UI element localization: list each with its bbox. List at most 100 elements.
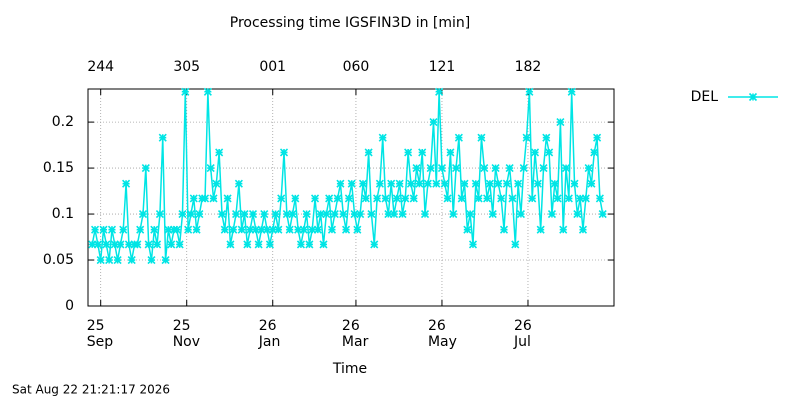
- point-marker: [234, 179, 243, 188]
- point-marker: [553, 194, 562, 203]
- point-marker: [291, 194, 300, 203]
- point-marker: [367, 209, 376, 219]
- point-marker: [186, 209, 196, 219]
- y-tick-label: 0: [65, 298, 74, 314]
- point-marker: [468, 240, 478, 249]
- point-marker: [545, 148, 554, 157]
- point-marker: [578, 225, 588, 234]
- x-tick-label: 25 Sep: [86, 318, 114, 350]
- x-tick-label: 25 Nov: [172, 318, 201, 350]
- point-marker: [336, 179, 345, 188]
- point-marker: [215, 148, 224, 157]
- point-marker: [449, 209, 458, 219]
- point-marker: [150, 225, 159, 234]
- point-marker: [485, 179, 494, 188]
- point-marker: [463, 225, 472, 234]
- point-marker: [181, 87, 190, 96]
- point-marker: [550, 179, 559, 188]
- point-marker: [203, 87, 212, 96]
- point-marker: [133, 240, 142, 249]
- point-marker: [155, 209, 164, 219]
- point-marker: [378, 133, 387, 142]
- point-marker: [119, 225, 128, 234]
- point-marker: [477, 133, 486, 142]
- x2-tick-label: 244: [87, 59, 114, 75]
- point-marker: [404, 148, 413, 157]
- point-marker: [232, 209, 241, 219]
- point-marker: [330, 209, 339, 219]
- y-tick-label: 0.15: [43, 160, 74, 176]
- point-marker: [499, 225, 509, 234]
- x2-tick-label: 001: [259, 59, 286, 75]
- point-marker: [347, 179, 356, 188]
- point-marker: [584, 164, 593, 173]
- point-marker: [474, 194, 483, 203]
- point-marker: [260, 209, 269, 219]
- point-marker: [344, 194, 353, 203]
- point-marker: [277, 194, 286, 203]
- point-marker: [158, 133, 167, 142]
- point-marker: [418, 148, 427, 157]
- point-marker: [389, 209, 399, 219]
- point-marker: [364, 148, 373, 157]
- point-marker: [356, 209, 365, 219]
- point-marker: [593, 133, 602, 142]
- point-marker: [409, 194, 418, 203]
- point-marker: [167, 240, 176, 249]
- x2-tick-label: 305: [173, 59, 200, 75]
- point-marker: [528, 194, 537, 203]
- point-marker: [102, 240, 111, 249]
- point-marker: [483, 194, 492, 203]
- point-marker: [226, 240, 235, 249]
- point-marker: [581, 194, 590, 203]
- point-marker: [387, 179, 396, 188]
- point-marker: [296, 240, 306, 249]
- point-marker: [90, 225, 100, 234]
- point-marker: [93, 240, 102, 249]
- point-marker: [248, 209, 258, 219]
- point-marker: [539, 164, 548, 173]
- point-marker: [570, 179, 579, 188]
- point-marker: [254, 240, 263, 249]
- point-marker: [519, 164, 528, 173]
- point-marker: [590, 148, 599, 157]
- point-marker: [144, 240, 153, 249]
- point-marker: [587, 179, 596, 188]
- point-marker: [576, 194, 585, 203]
- point-marker: [420, 209, 430, 219]
- point-marker: [395, 179, 404, 188]
- point-marker: [217, 209, 227, 219]
- point-marker: [122, 179, 131, 188]
- point-marker: [480, 164, 489, 173]
- point-marker: [358, 179, 368, 188]
- point-marker: [294, 225, 303, 234]
- x2-tick-label: 121: [429, 59, 456, 75]
- point-marker: [206, 164, 215, 173]
- point-marker: [525, 87, 534, 96]
- y-tick-label: 0.1: [52, 206, 74, 222]
- point-marker: [494, 179, 503, 188]
- point-marker: [350, 209, 359, 219]
- point-marker: [446, 148, 455, 157]
- point-marker: [542, 133, 551, 142]
- point-marker: [384, 209, 393, 219]
- point-marker: [175, 240, 184, 249]
- point-marker: [426, 164, 435, 173]
- point-marker: [559, 225, 568, 234]
- point-marker: [491, 164, 500, 173]
- point-marker: [556, 118, 565, 127]
- point-marker: [401, 194, 410, 203]
- point-marker: [392, 194, 401, 203]
- point-marker: [457, 194, 466, 203]
- point-marker: [505, 164, 514, 173]
- point-marker: [412, 164, 421, 173]
- point-marker: [178, 209, 187, 219]
- point-marker: [437, 164, 447, 173]
- point-marker: [514, 179, 523, 188]
- point-marker: [184, 225, 193, 234]
- point-marker: [522, 133, 531, 142]
- point-marker: [110, 240, 119, 249]
- y-tick-label: 0.05: [43, 252, 74, 268]
- point-marker: [443, 194, 452, 203]
